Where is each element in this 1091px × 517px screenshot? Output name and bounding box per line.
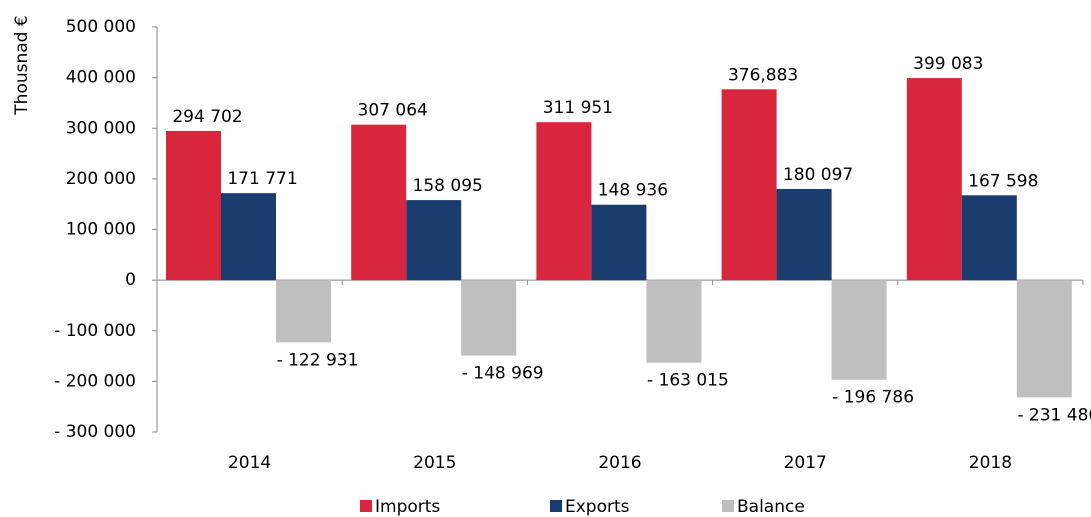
bar (961, 195, 1017, 281)
legend-swatch (550, 500, 562, 512)
y-tick-label: - 300 000 (54, 422, 136, 442)
y-tick-label: - 100 000 (54, 321, 136, 341)
y-tick-label: 500 000 (66, 17, 136, 37)
value-label: - 122 931 (277, 350, 359, 370)
bar (721, 89, 777, 281)
y-tick-label: - 200 000 (54, 371, 136, 391)
value-label: 307 064 (358, 101, 428, 121)
y-tick-label: 0 (125, 270, 136, 290)
value-label: - 163 015 (647, 371, 729, 391)
value-label: 311 951 (543, 98, 613, 118)
bar (536, 122, 592, 281)
legend-swatch (722, 500, 734, 512)
bar (221, 193, 276, 281)
y-tick-label: 100 000 (66, 220, 136, 240)
value-label: - 231 486 (1017, 405, 1091, 425)
y-axis-label: Thousnad € (12, 15, 32, 115)
x-tick-label: 2016 (598, 453, 641, 473)
y-tick-label: 200 000 (66, 169, 136, 189)
bar (1016, 280, 1072, 398)
x-tick-label: 2018 (969, 453, 1012, 473)
value-label: 399 083 (913, 54, 983, 74)
bar (276, 280, 331, 343)
bar (166, 130, 221, 281)
bar (646, 280, 702, 363)
value-label: 376,883 (728, 65, 798, 85)
bar (461, 280, 517, 356)
y-tick-label: 300 000 (66, 118, 136, 138)
bar (776, 188, 832, 281)
x-tick-label: 2017 (784, 453, 827, 473)
value-label: 167 598 (968, 171, 1038, 191)
bar (406, 200, 462, 281)
legend-label: Balance (737, 497, 805, 517)
bar (831, 280, 887, 380)
bar (351, 124, 407, 281)
value-label: 294 702 (172, 107, 242, 127)
value-label: - 148 969 (462, 364, 544, 384)
legend-swatch (360, 500, 372, 512)
legend-label: Imports (375, 497, 440, 517)
x-tick-label: 2014 (228, 453, 271, 473)
bar (591, 204, 647, 281)
value-label: - 196 786 (832, 388, 914, 408)
x-tick-label: 2015 (413, 453, 456, 473)
value-label: 158 095 (413, 176, 483, 196)
value-label: 171 771 (227, 169, 297, 189)
value-label: 180 097 (783, 165, 853, 185)
legend-label: Exports (565, 497, 630, 517)
y-tick-label: 400 000 (66, 68, 136, 88)
bar (906, 78, 962, 281)
value-label: 148 936 (598, 181, 668, 201)
